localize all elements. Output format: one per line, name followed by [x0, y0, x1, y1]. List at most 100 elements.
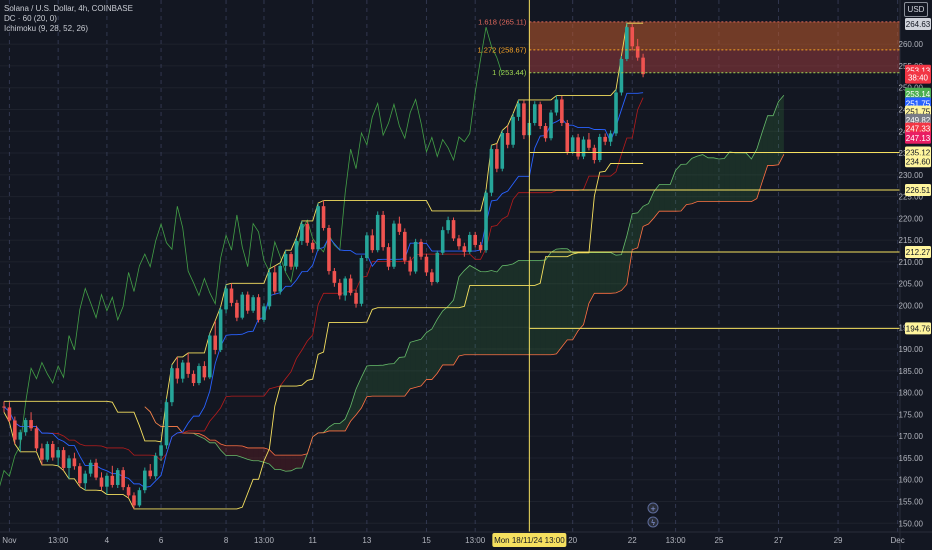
price-tag-label: 251.75	[906, 99, 931, 108]
cloud-segment	[415, 339, 422, 388]
candle-body	[78, 466, 82, 484]
time-tick-label: 11	[309, 536, 318, 545]
cloud-segment	[551, 249, 557, 355]
candle-body	[56, 450, 60, 458]
cloud-segment	[496, 265, 503, 355]
cloud-segment	[296, 455, 302, 469]
price-tag	[905, 131, 931, 144]
candle-body	[419, 241, 423, 257]
candle-body	[310, 242, 315, 250]
horizontal-levels[interactable]	[529, 152, 900, 329]
candle-body	[587, 139, 591, 148]
candle-body	[50, 444, 55, 458]
cloud-segment	[708, 157, 714, 202]
candle-body	[83, 473, 88, 484]
cloud-segment	[399, 356, 405, 397]
cloud-segment	[269, 449, 275, 470]
price-tick-label: 165.00	[899, 454, 924, 463]
cloud-segment	[410, 340, 416, 389]
time-tick-label: 13:00	[465, 536, 486, 545]
cloud-segment	[594, 252, 600, 294]
cloud-segment	[236, 445, 243, 458]
candle-body	[554, 99, 559, 113]
price-tick-label: 160.00	[899, 476, 924, 485]
fibonacci-levels[interactable]: 1.618 (265.11) 1.272 (258.67) 1 (253.44)	[478, 17, 900, 77]
event-icons[interactable]: + ϟ	[647, 502, 659, 528]
candle-body	[446, 220, 450, 231]
cloud-segment	[610, 252, 617, 294]
candle-body	[316, 206, 320, 250]
candle-body	[300, 224, 304, 242]
cloud-segment	[507, 263, 514, 355]
cloud-segment	[599, 252, 606, 294]
cloud-segment	[745, 152, 752, 202]
price-tag	[905, 17, 931, 30]
candle-body	[440, 230, 445, 253]
indicator-lines	[0, 22, 785, 510]
candle-body	[115, 470, 120, 485]
cloud-segment	[339, 418, 346, 431]
candle-body	[359, 258, 364, 304]
symbol-title[interactable]: Solana / U.S. Dollar, 4h, COINBASE	[4, 4, 133, 13]
time-tick-label: Dec	[891, 536, 905, 545]
price-tag-label: 235.12	[906, 149, 931, 158]
price-tick-label: 190.00	[899, 345, 924, 354]
price-tick-label: 260.00	[899, 40, 924, 49]
cloud-segment	[475, 268, 481, 355]
candle-body	[570, 137, 575, 152]
grid-lines	[0, 0, 900, 532]
candle-body	[170, 368, 174, 403]
candle-body	[262, 306, 266, 320]
cloud-segment	[567, 248, 573, 340]
time-tick-label: 6	[159, 536, 164, 545]
price-tick-label: 210.00	[899, 258, 924, 267]
time-axis[interactable]: Nov 13:00 4 6 8 13:00 11 13 15 13:00 20 22 13:00 25 27…	[0, 531, 932, 547]
cloud-segment	[756, 132, 763, 199]
candle-body	[467, 234, 472, 252]
donchian-lower-line	[3, 163, 644, 510]
chart-legend[interactable]: Solana / U.S. Dollar, 4h, COINBASE DC · …	[4, 4, 133, 34]
time-tick-label: 13:00	[254, 536, 275, 545]
time-tick-label: 22	[628, 536, 637, 545]
currency-badge[interactable]: USD	[904, 2, 928, 17]
time-tick-label: 8	[224, 536, 229, 545]
cloud-segment	[561, 248, 568, 347]
price-tag	[905, 71, 931, 84]
candle-body	[560, 99, 564, 123]
ichimoku-label[interactable]: Ichimoku (9, 28, 52, 26)	[4, 24, 89, 33]
candle-body	[29, 420, 33, 429]
cloud-segment	[681, 164, 687, 211]
price-tag-label: 251.75	[906, 108, 931, 117]
candle-body	[500, 132, 505, 169]
price-tick-label: 220.00	[899, 214, 924, 223]
candle-body	[522, 103, 526, 136]
cloud-segment	[372, 365, 378, 397]
cloud-segment	[198, 433, 205, 439]
candle-body	[105, 475, 109, 487]
lightning-icon[interactable]	[647, 516, 659, 528]
cloud-segment	[578, 252, 584, 331]
crosshair-time-badge	[492, 533, 567, 547]
candle-body	[224, 288, 228, 310]
candle-body	[305, 224, 310, 243]
candle-body	[278, 265, 283, 292]
candle-body	[256, 297, 261, 320]
news-flag-icon[interactable]	[647, 502, 659, 514]
candle-body	[505, 132, 510, 145]
cloud-segment	[220, 444, 227, 456]
candle-body	[148, 470, 153, 477]
cloud-segment	[253, 447, 259, 461]
cloud-segment	[442, 306, 449, 365]
cloud-segment	[231, 445, 237, 456]
candle-body	[137, 490, 142, 506]
cloud-segment	[486, 270, 492, 355]
cloud-segment	[675, 164, 681, 212]
candle-body	[603, 136, 607, 142]
cloud-segment	[377, 365, 384, 397]
donchian-label[interactable]: DC · 60 (20, 0)	[4, 14, 57, 23]
candle-body	[245, 294, 250, 311]
price-tag	[905, 322, 931, 335]
price-tag-label: 249.82	[906, 116, 931, 125]
price-tag-label: 212.27	[906, 248, 931, 257]
